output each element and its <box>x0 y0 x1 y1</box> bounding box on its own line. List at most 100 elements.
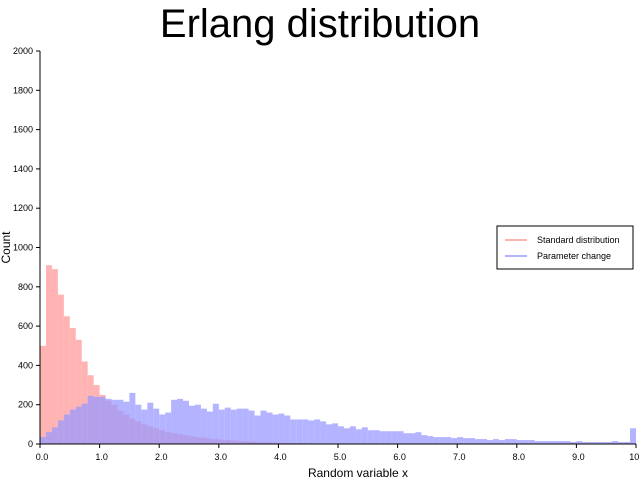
y-tick-label: 2000 <box>13 46 33 56</box>
bar <box>206 411 213 444</box>
bar <box>373 430 380 444</box>
bar <box>111 399 118 444</box>
bar <box>379 431 386 444</box>
bar <box>57 294 64 444</box>
bar <box>487 440 493 444</box>
bar <box>308 420 315 444</box>
bar <box>87 395 94 444</box>
bar <box>254 415 261 444</box>
bar <box>105 398 112 444</box>
bar <box>397 431 404 444</box>
bar <box>135 404 142 444</box>
y-tick-label: 200 <box>18 400 33 410</box>
bar <box>272 414 279 444</box>
bar <box>159 414 166 444</box>
y-axis-ticks: 0 200 400 600 800 1000 1200 1400 1600 1800 2000 <box>13 46 40 449</box>
bar <box>189 405 195 444</box>
bar <box>576 441 583 444</box>
bar <box>600 442 607 444</box>
bar <box>129 392 136 444</box>
bar <box>570 442 577 444</box>
bar <box>75 339 82 444</box>
bar <box>463 438 470 444</box>
bar <box>528 440 535 444</box>
bar <box>141 409 148 444</box>
bar <box>510 439 517 444</box>
series-parameter-bars <box>40 392 636 444</box>
bar <box>481 439 487 444</box>
bar <box>212 403 219 444</box>
bar <box>153 408 160 444</box>
bar <box>624 442 631 444</box>
y-tick-label: 400 <box>18 360 33 370</box>
bar <box>588 442 595 444</box>
bar <box>242 408 249 444</box>
bar <box>320 421 327 444</box>
y-tick-label: 1400 <box>13 164 33 174</box>
x-tick-label: 2.0 <box>155 452 168 462</box>
x-tick-label: 10.0 <box>629 452 640 462</box>
bar <box>63 316 70 444</box>
x-tick-label: 0.0 <box>36 452 49 462</box>
bar <box>296 419 303 444</box>
bar <box>415 432 422 444</box>
bar <box>606 442 613 444</box>
bar <box>200 408 207 444</box>
bar <box>349 426 356 444</box>
x-axis-ticks: 0.0 1.0 2.0 3.0 4.0 5.0 6.0 7.0 8.0 9.0 10.0 <box>36 444 640 462</box>
bar <box>99 396 106 444</box>
bar <box>534 441 541 444</box>
bar <box>218 409 225 444</box>
y-tick-label: 1600 <box>13 125 33 135</box>
bar <box>332 423 338 444</box>
x-axis-title: Random variable x <box>308 466 408 480</box>
x-tick-label: 9.0 <box>572 452 585 462</box>
x-tick-label: 3.0 <box>215 452 228 462</box>
bar <box>558 441 565 444</box>
bar <box>582 442 589 444</box>
bar <box>409 433 416 444</box>
bar <box>236 408 243 444</box>
bar <box>618 442 625 444</box>
bar <box>69 409 76 444</box>
bar <box>314 419 321 444</box>
bar <box>552 441 559 444</box>
bar <box>421 435 428 444</box>
bar <box>445 437 452 444</box>
bar <box>123 401 130 444</box>
legend: Standard distribution Parameter change <box>496 225 634 270</box>
bar <box>183 400 189 444</box>
bar <box>367 430 374 444</box>
bar <box>165 412 172 444</box>
bar <box>504 439 511 444</box>
x-tick-label: 5.0 <box>334 452 347 462</box>
x-tick-label: 6.0 <box>393 452 406 462</box>
bar <box>93 396 100 444</box>
bar <box>451 438 458 444</box>
bar <box>457 437 464 444</box>
chart-title: Erlang distribution <box>159 2 481 46</box>
bar <box>594 442 601 444</box>
bar <box>69 328 76 444</box>
bar <box>522 440 529 444</box>
bar <box>433 437 440 444</box>
y-tick-label: 0 <box>28 439 33 449</box>
bar <box>540 441 547 444</box>
bar <box>546 441 553 444</box>
bar <box>361 427 368 444</box>
bar <box>326 424 333 444</box>
bar <box>194 404 201 444</box>
bar <box>81 361 88 444</box>
bar <box>40 345 46 444</box>
bar <box>260 410 267 444</box>
bar <box>343 428 350 444</box>
bar <box>147 402 154 444</box>
x-tick-label: 1.0 <box>95 452 108 462</box>
x-tick-label: 8.0 <box>513 452 526 462</box>
bar <box>63 414 70 444</box>
x-tick-label: 7.0 <box>453 452 466 462</box>
bar <box>439 437 446 444</box>
bar <box>171 399 178 444</box>
bar <box>81 403 88 444</box>
